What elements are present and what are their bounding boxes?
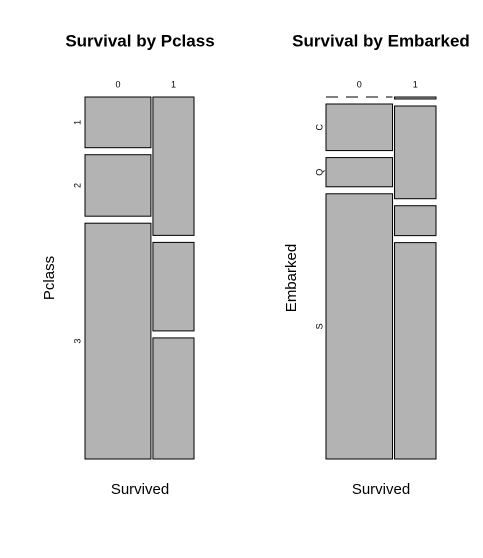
x-tick-label: 0 — [357, 79, 362, 89]
y-axis-label: Pclass — [41, 256, 58, 300]
mosaic-cell — [84, 96, 152, 149]
x-tick-label: 1 — [171, 79, 176, 89]
y-axis-label: Embarked — [283, 244, 300, 312]
mosaic-cell — [394, 105, 437, 200]
mosaic-cell — [84, 154, 152, 217]
y-tick-label: 1 — [72, 120, 82, 125]
x-tick-label: 0 — [115, 79, 120, 89]
mosaic-cell — [152, 241, 195, 332]
mosaic-cell — [152, 96, 195, 236]
mosaic-cell — [325, 103, 394, 152]
x-tick-label: 1 — [413, 79, 418, 89]
x-axis-label: Survived — [111, 481, 169, 498]
mosaic-cell — [84, 222, 152, 460]
y-tick-label: Q — [314, 169, 324, 176]
y-tick-label: 2 — [72, 183, 82, 188]
mosaic-cell — [152, 337, 195, 460]
y-tick-label: C — [314, 124, 324, 131]
mosaic-cell — [394, 242, 437, 460]
y-tick-label: 3 — [72, 339, 82, 344]
y-tick-label: S — [314, 323, 324, 329]
x-axis-label: Survived — [352, 481, 410, 498]
mosaic-cell — [325, 157, 394, 188]
mosaic-cell — [394, 205, 437, 237]
chart-title: Survival by Pclass — [65, 31, 214, 50]
chart-title: Survival by Embarked — [292, 31, 470, 50]
mosaic-cell — [394, 96, 437, 100]
mosaic-cell — [325, 193, 394, 460]
